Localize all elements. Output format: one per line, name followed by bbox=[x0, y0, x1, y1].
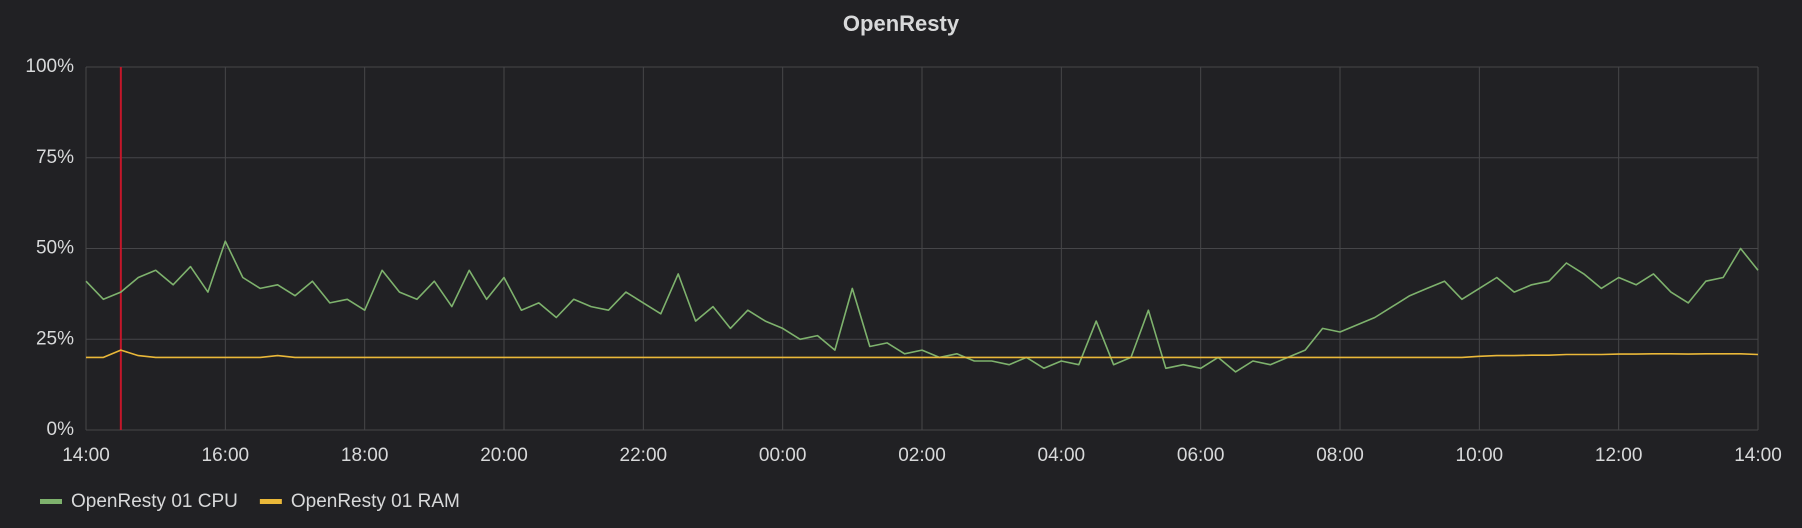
x-tick-label: 14:00 bbox=[62, 445, 110, 466]
x-tick-label: 08:00 bbox=[1316, 445, 1364, 466]
x-tick-label: 00:00 bbox=[759, 445, 807, 466]
y-tick-label: 25% bbox=[36, 328, 74, 349]
y-tick-label: 50% bbox=[36, 238, 74, 259]
x-tick-label: 06:00 bbox=[1177, 445, 1225, 466]
y-tick-label: 0% bbox=[47, 419, 75, 440]
y-tick-label: 100% bbox=[25, 56, 74, 77]
legend-label: OpenResty 01 CPU bbox=[71, 491, 238, 512]
x-tick-label: 20:00 bbox=[480, 445, 528, 466]
series-line bbox=[86, 349, 1759, 359]
x-tick-label: 02:00 bbox=[898, 445, 946, 466]
series-line bbox=[85, 240, 1759, 373]
legend-swatch bbox=[259, 499, 282, 504]
x-tick-label: 04:00 bbox=[1038, 445, 1086, 466]
legend-swatch bbox=[40, 499, 62, 504]
x-tick-label: 16:00 bbox=[202, 445, 250, 466]
chart-title: OpenResty bbox=[843, 11, 960, 36]
x-tick-label: 22:00 bbox=[620, 445, 668, 466]
y-tick-label: 75% bbox=[36, 147, 74, 168]
x-tick-label: 10:00 bbox=[1456, 445, 1504, 466]
x-tick-label: 12:00 bbox=[1595, 445, 1643, 466]
x-tick-label: 18:00 bbox=[341, 445, 389, 466]
x-tick-label: 14:00 bbox=[1734, 445, 1782, 466]
legend-label: OpenResty 01 RAM bbox=[291, 491, 460, 512]
